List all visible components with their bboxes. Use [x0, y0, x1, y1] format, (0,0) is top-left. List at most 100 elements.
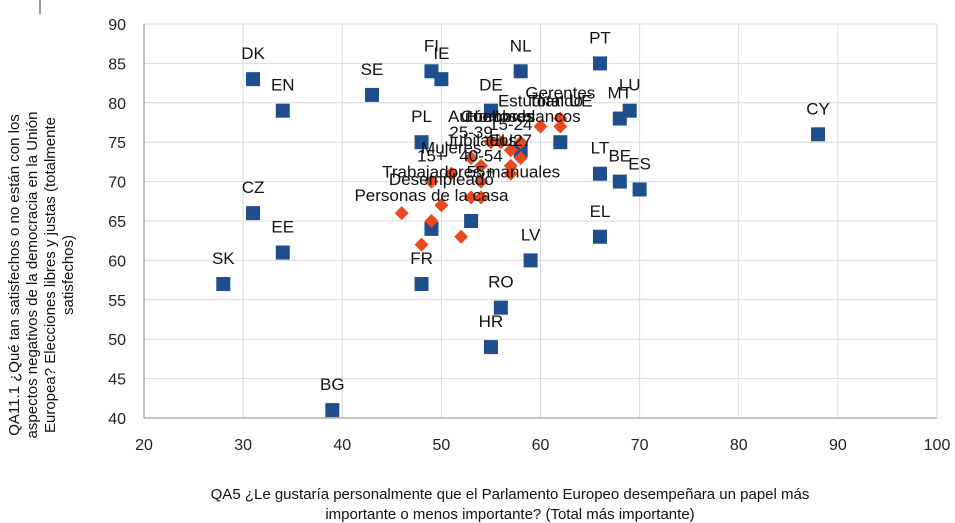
- diamond-point: [474, 174, 489, 189]
- square-point: [246, 72, 261, 87]
- y-tick-label: 65: [108, 214, 126, 231]
- gridlines: [143, 23, 938, 419]
- point-label: BG: [320, 375, 345, 394]
- point-label: 55+: [467, 162, 496, 181]
- diamond-point: [474, 158, 489, 173]
- point-label: Total UE: [528, 91, 592, 110]
- point-label: 15-24: [489, 115, 532, 134]
- square-point: [592, 166, 607, 181]
- y-axis-title: QA11.1 ¿Qué tan satisfechos o no están c…: [6, 112, 77, 439]
- diamond-point: [424, 214, 439, 228]
- square-point: [434, 72, 449, 87]
- diamond-point: [464, 150, 479, 165]
- square-point: [414, 277, 429, 292]
- square-point: [811, 127, 826, 142]
- point-label: LT: [591, 139, 610, 158]
- point-label: LU: [619, 76, 641, 95]
- point-label: Trabajadores manuales: [382, 162, 560, 181]
- x-tick-label: 60: [532, 437, 550, 454]
- square-point: [553, 135, 568, 150]
- diamond-point: [533, 119, 548, 134]
- x-tick-label: 30: [234, 437, 252, 454]
- x-axis-title-line-2: importante o menos importante? (Total má…: [325, 506, 694, 523]
- y-axis-title-line-3: Europea? Elecciones libres y justas (tot…: [42, 117, 59, 433]
- diamond-point: [493, 135, 508, 150]
- diamond-point: [503, 143, 518, 158]
- point-label: EE: [271, 218, 294, 237]
- diamond-point: [424, 174, 439, 189]
- y-tick-label: 85: [108, 56, 126, 73]
- square-point: [493, 300, 508, 315]
- y-axis-title-line-2: aspectos negativos de la democracia en l…: [24, 112, 41, 439]
- point-label: CZ: [242, 178, 265, 197]
- square-point: [364, 87, 379, 102]
- point-label: EN: [271, 76, 295, 95]
- square-point: [275, 245, 290, 260]
- point-label: DK: [241, 44, 265, 63]
- point-label: RO: [488, 273, 514, 292]
- point-label: CY: [806, 99, 830, 118]
- point-label: Autónomos: [448, 107, 534, 126]
- diamond-point: [483, 135, 498, 150]
- diamond-point: [503, 166, 518, 181]
- point-label: BE: [608, 147, 631, 166]
- x-axis-ticks: 20 30 40 50 60 70 80 90 100: [135, 437, 950, 454]
- diamond-point: [503, 158, 518, 173]
- square-point: [483, 103, 498, 118]
- square-point: [523, 253, 538, 268]
- square-point: [464, 214, 479, 228]
- y-tick-label: 40: [108, 411, 126, 428]
- square-point: [513, 143, 528, 158]
- point-label: SK: [212, 249, 235, 268]
- y-tick-label: 70: [108, 175, 126, 192]
- point-label: IE: [433, 44, 449, 63]
- point-label: EL: [590, 202, 611, 221]
- point-label: MT: [608, 84, 633, 103]
- diamond-point: [444, 166, 459, 181]
- point-label: Estudiando: [498, 91, 583, 110]
- point-label: Jubilados: [445, 131, 517, 150]
- diamond-point: [553, 119, 568, 134]
- diamond-point: [474, 190, 489, 205]
- x-tick-label: 70: [631, 437, 649, 454]
- y-tick-label: 55: [108, 293, 126, 310]
- square-point: [612, 174, 627, 189]
- point-label: ES: [628, 154, 651, 173]
- point-label: HR: [479, 312, 504, 331]
- point-label: Mujeres: [421, 139, 481, 158]
- y-axis-ticks: 40 45 50 55 60 65 70 75 80 85 90: [108, 17, 126, 428]
- diamond-point: [434, 198, 449, 213]
- point-label: LV: [521, 225, 541, 244]
- square-point: [275, 103, 290, 118]
- x-tick-label: 50: [432, 437, 450, 454]
- y-tick-label: 75: [108, 135, 126, 152]
- point-label: DE: [479, 76, 503, 95]
- x-tick-label: 40: [333, 437, 351, 454]
- data-points: [216, 56, 826, 418]
- y-axis-title-line-1: QA11.1 ¿Qué tan satisfechos o no están c…: [6, 114, 23, 436]
- point-label: 40-54: [459, 147, 502, 166]
- point-label: 15+: [417, 147, 446, 166]
- point-label: PL: [411, 107, 432, 126]
- y-tick-label: 45: [108, 372, 126, 389]
- x-axis-title-line-1: QA5 ¿Le gustaría personalmente que el Pa…: [211, 486, 810, 503]
- square-point: [246, 206, 261, 221]
- point-label: 25-39: [449, 123, 492, 142]
- diamond-point: [553, 111, 568, 126]
- diamond-point: [513, 150, 528, 165]
- x-tick-label: 100: [924, 437, 951, 454]
- point-label: Gerentes: [525, 84, 595, 103]
- point-label: Cuellos blancos: [461, 107, 581, 126]
- y-tick-label: 80: [108, 96, 126, 113]
- diamond-point: [394, 206, 409, 221]
- x-tick-label: 20: [135, 437, 153, 454]
- diamond-point: [513, 135, 528, 150]
- square-point: [483, 340, 498, 355]
- square-point: [216, 277, 231, 292]
- y-axis-title-line-4: satisfechos): [60, 235, 77, 315]
- point-label: FR: [410, 249, 433, 268]
- square-point: [632, 182, 647, 197]
- y-tick-label: 50: [108, 332, 126, 349]
- point-label: NL: [510, 36, 532, 55]
